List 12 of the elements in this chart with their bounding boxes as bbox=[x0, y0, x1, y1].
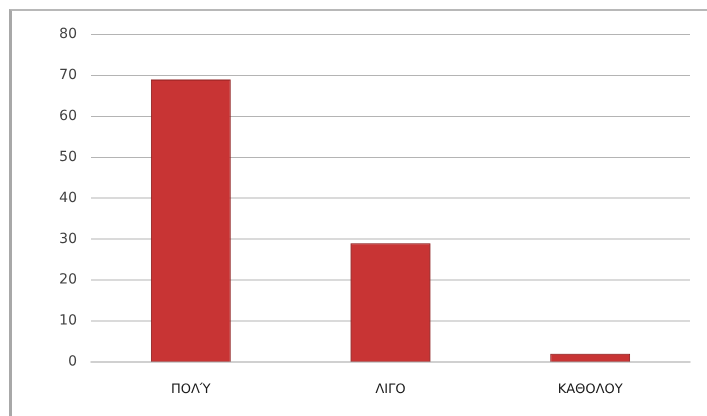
y-tick-label: 0 bbox=[68, 354, 77, 370]
y-tick-label: 20 bbox=[59, 272, 77, 288]
x-tick-label: ΚΑΘΟΛΟΥ bbox=[558, 382, 623, 398]
x-tick-label: ΛΙΓΟ bbox=[375, 382, 406, 398]
y-tick-label: 70 bbox=[59, 66, 77, 83]
y-tick-label: 60 bbox=[59, 108, 77, 124]
y-tick-label: 30 bbox=[59, 230, 77, 247]
y-tick-label: 10 bbox=[59, 312, 77, 329]
y-tick-label: 50 bbox=[59, 148, 77, 165]
y-tick-label: 80 bbox=[59, 26, 77, 42]
y-tick-label: 40 bbox=[59, 190, 77, 206]
x-tick-label: ΠΟΛΎ bbox=[171, 382, 211, 398]
